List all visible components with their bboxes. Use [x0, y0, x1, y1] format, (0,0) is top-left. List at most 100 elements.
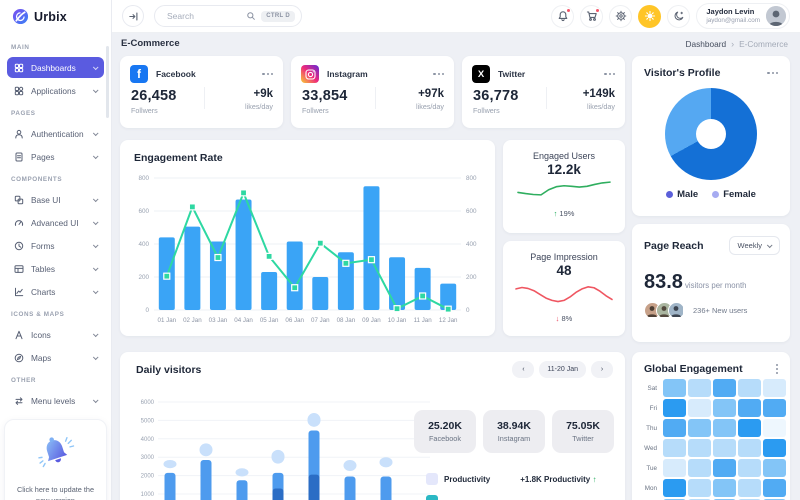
heatmap-row-mon: Mon — [640, 478, 787, 498]
user-menu[interactable]: Jaydon Levin jaydon@gmail.com — [696, 3, 790, 29]
social-card-body: 33,854 Follwers +97k likes/day — [291, 83, 454, 115]
engaged-users-sparkline — [517, 181, 611, 196]
sidebar-scrollbar[interactable] — [106, 46, 109, 118]
instagram-icon — [301, 65, 319, 83]
sidebar-collapse-button[interactable] — [122, 5, 144, 27]
new-users-count: 236+ New users — [693, 306, 748, 315]
legend-item-male[interactable]: Male — [666, 189, 698, 200]
prev-range-button[interactable]: ‹ — [512, 361, 535, 378]
sidebar-item-tables[interactable]: Tables — [7, 258, 104, 279]
search-bar[interactable]: CTRL D — [154, 5, 302, 27]
sidebar-item-forms[interactable]: Forms — [7, 235, 104, 256]
base-ui-icon — [14, 195, 24, 204]
sidebar-item-label: Pages — [31, 151, 55, 162]
facebook-card: f Facebook 26,458 Follwers +9k likes/day — [120, 56, 283, 128]
daily-stats: 25.20K Facebook 38.94K Instagram 75.05K Twitt… — [414, 410, 614, 453]
sidebar-item-authentication[interactable]: Authentication — [7, 123, 104, 144]
nav-section-main: MAIN — [11, 44, 30, 51]
heatmap-cell — [688, 399, 711, 417]
settings-button[interactable] — [609, 4, 633, 28]
down-arrow-icon: ↓ — [555, 314, 560, 323]
user-name: Jaydon Levin — [706, 7, 755, 17]
nav-section-icons-maps: ICONS & MAPS — [11, 311, 65, 318]
next-range-button[interactable]: › — [591, 361, 613, 378]
period-select[interactable]: Weekly — [728, 236, 780, 255]
search-icon — [247, 12, 256, 20]
heatmap-cell — [663, 379, 686, 397]
page-title: E-Commerce — [121, 38, 180, 49]
page-impression-sparkline — [515, 286, 613, 303]
date-range-nav: ‹ 11-20 Jan › — [512, 361, 613, 378]
update-bell-illustration — [37, 436, 74, 468]
ellipsis-menu-icon[interactable] — [262, 72, 273, 76]
svg-text:400: 400 — [466, 241, 477, 248]
heatmap-cell — [713, 379, 736, 397]
notifications-button[interactable] — [551, 4, 575, 28]
user-meta: Jaydon Levin jaydon@gmail.com — [706, 7, 760, 24]
notification-dot — [566, 7, 572, 13]
sidebar-item-label: Forms — [31, 240, 55, 251]
stat-chip-instagram[interactable]: 38.94K Instagram — [483, 410, 545, 453]
facebook-icon: f — [130, 65, 148, 83]
ellipsis-menu-icon[interactable] — [767, 71, 778, 75]
heatmap-row-fri: Fri — [640, 398, 787, 418]
sidebar-item-icons[interactable]: Icons — [7, 324, 104, 345]
legend-item-female[interactable]: Female — [712, 189, 756, 200]
followers-block: 33,854 Follwers — [302, 88, 374, 115]
page-reach-header: Page Reach Weekly — [632, 224, 790, 255]
sidebar-item-maps[interactable]: Maps — [7, 347, 104, 368]
user-avatars-group — [644, 302, 685, 319]
ellipsis-menu-icon[interactable] — [433, 72, 444, 76]
page-reach-value: 83.8 — [644, 271, 683, 293]
engaged-users-value: 12.2k — [547, 162, 581, 177]
stat-label: Instagram — [497, 434, 531, 443]
svg-text:0: 0 — [145, 307, 149, 314]
brand-logo[interactable]: Urbix — [0, 0, 111, 33]
sidebar-item-advanced-ui[interactable]: Advanced UI — [7, 212, 104, 233]
dark-mode-button[interactable] — [667, 4, 691, 28]
cart-dot — [595, 7, 601, 13]
date-range-label[interactable]: 11-20 Jan — [539, 361, 586, 378]
svg-text:10 Jan: 10 Jan — [388, 317, 407, 324]
legend-label: Male — [677, 189, 699, 200]
sidebar-item-applications[interactable]: Applications — [7, 80, 104, 101]
followers-count: 36,778 — [473, 88, 519, 104]
sidebar-item-base-ui[interactable]: Base UI — [7, 189, 104, 210]
heatmap-cell — [663, 419, 686, 437]
sidebar-item-label: Charts — [31, 286, 56, 297]
search-shortcut-badge: CTRL D — [261, 10, 295, 22]
kebab-menu-icon[interactable] — [775, 363, 778, 375]
heatmap-cell — [763, 479, 786, 497]
global-engagement-title: Global Engagement — [644, 363, 743, 375]
sidebar-item-charts[interactable]: Charts — [7, 281, 104, 302]
heatmap-cell — [738, 419, 761, 437]
heatmap-cell — [763, 459, 786, 477]
stat-chip-twitter[interactable]: 75.05K Twitter — [552, 410, 614, 453]
heatmap-cell — [713, 399, 736, 417]
compass-icon — [14, 353, 24, 362]
heatmap-cell — [688, 379, 711, 397]
stat-chip-facebook[interactable]: 25.20K Facebook — [414, 410, 476, 453]
sidebar-item-pages[interactable]: Pages — [7, 146, 104, 167]
chevron-down-icon — [766, 241, 773, 248]
network-name: Facebook — [156, 69, 196, 79]
engagement-line — [163, 189, 452, 313]
heatmap-cell — [763, 399, 786, 417]
followers-label: Follwers — [473, 106, 500, 115]
sidebar-item-dashboards[interactable]: Dashboards — [7, 57, 104, 78]
light-mode-button[interactable] — [638, 4, 662, 28]
svg-text:05 Jan: 05 Jan — [260, 317, 279, 324]
chevron-down-icon — [92, 218, 99, 225]
heatmap-row-label: Fri — [649, 404, 657, 412]
moon-icon — [674, 11, 684, 21]
cart-button[interactable] — [580, 4, 604, 28]
breadcrumb-dashboard[interactable]: Dashboard — [685, 38, 727, 49]
ellipsis-menu-icon[interactable] — [604, 72, 615, 76]
stat-value: 25.20K — [428, 420, 462, 432]
search-input[interactable] — [167, 11, 247, 21]
sidebar-item-menu-levels[interactable]: Menu levels — [7, 390, 104, 411]
heatmap-row-tue: Tue — [640, 458, 787, 478]
likes-delta: +149k — [582, 88, 615, 100]
likes-block: +149k likes/day — [583, 88, 615, 115]
productivity-legend-swatch — [426, 473, 438, 485]
